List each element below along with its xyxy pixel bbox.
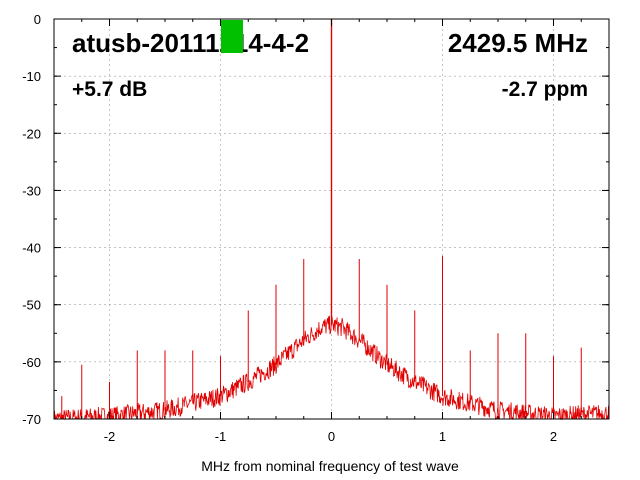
x-tick-label: 1: [439, 429, 446, 444]
y-tick-label: -20: [22, 126, 41, 141]
y-tick-label: -30: [22, 183, 41, 198]
status-indicator: [221, 20, 243, 53]
frequency-label: 2429.5 MHz: [448, 28, 588, 58]
x-tick-label: -1: [215, 429, 227, 444]
x-tick-label: 2: [550, 429, 557, 444]
ppm-offset-label: -2.7 ppm: [502, 78, 588, 101]
y-tick-label: 0: [34, 12, 41, 27]
axis-ticks: -2 -1 0 1 20-10-20-30-40-50-60-70: [22, 12, 610, 444]
y-tick-label: -10: [22, 69, 41, 84]
y-tick-label: -50: [22, 298, 41, 313]
y-tick-label: -70: [22, 412, 41, 427]
x-tick-label: 0: [328, 429, 335, 444]
y-tick-label: -60: [22, 355, 41, 370]
gain-label: +5.7 dB: [72, 78, 147, 101]
device-id-label: atusb-20111214-4-2: [72, 28, 309, 58]
spectrum-trace: [53, 19, 610, 421]
x-axis-label: MHz from nominal frequency of test wave: [201, 458, 459, 474]
y-tick-label: -40: [22, 241, 41, 256]
x-tick-label: -2: [104, 429, 116, 444]
